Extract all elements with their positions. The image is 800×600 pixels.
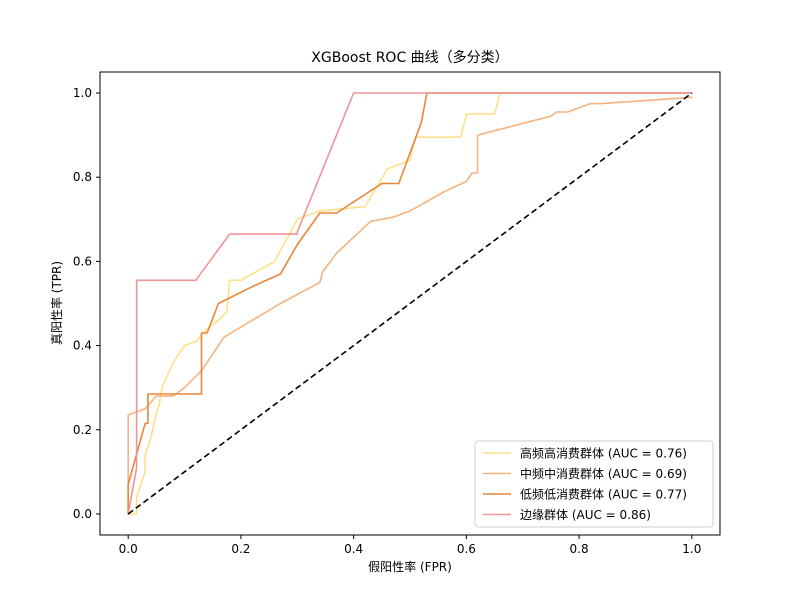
roc-curve-4 [127, 92, 693, 515]
y-axis-ticks: 0.0 0.2 0.4 0.6 0.8 1.0 [73, 86, 100, 521]
x-tick-label: 1.0 [682, 542, 701, 556]
x-tick-label: 0.2 [231, 542, 250, 556]
y-tick-label: 0.0 [73, 507, 92, 521]
legend: 高频高消费群体 (AUC = 0.76) 中频中消费群体 (AUC = 0.69)… [474, 440, 714, 528]
x-tick-label: 0.4 [344, 542, 363, 556]
chart-title: XGBoost ROC 曲线（多分类） [311, 49, 508, 66]
roc-curve-3 [127, 92, 693, 515]
y-tick-label: 0.6 [73, 254, 92, 268]
x-tick-label: 0.6 [457, 542, 476, 556]
x-tick-label: 0.8 [570, 542, 589, 556]
plot-area [127, 92, 693, 515]
legend-label-4: 边缘群体 (AUC = 0.86) [520, 508, 651, 522]
x-axis-ticks: 0.0 0.2 0.4 0.6 0.8 1.0 [119, 535, 701, 556]
chance-diagonal-line [127, 92, 693, 515]
legend-label-1: 高频高消费群体 (AUC = 0.76) [520, 446, 687, 461]
x-tick-label: 0.0 [119, 542, 138, 556]
x-axis-label: 假阳性率 (FPR) [368, 559, 452, 574]
axes-frame [99, 71, 721, 536]
legend-box [474, 440, 714, 528]
y-tick-label: 0.8 [73, 170, 92, 184]
y-tick-label: 0.2 [73, 423, 92, 437]
roc-curve-2 [127, 96, 693, 515]
roc-curve-1 [127, 92, 693, 515]
legend-label-2: 中频中消费群体 (AUC = 0.69) [520, 466, 687, 481]
y-tick-label: 1.0 [73, 86, 92, 100]
y-tick-label: 0.4 [73, 339, 92, 353]
legend-label-3: 低频低消费群体 (AUC = 0.77) [520, 488, 687, 502]
y-axis-label: 真阳性率 (TPR) [49, 261, 64, 345]
